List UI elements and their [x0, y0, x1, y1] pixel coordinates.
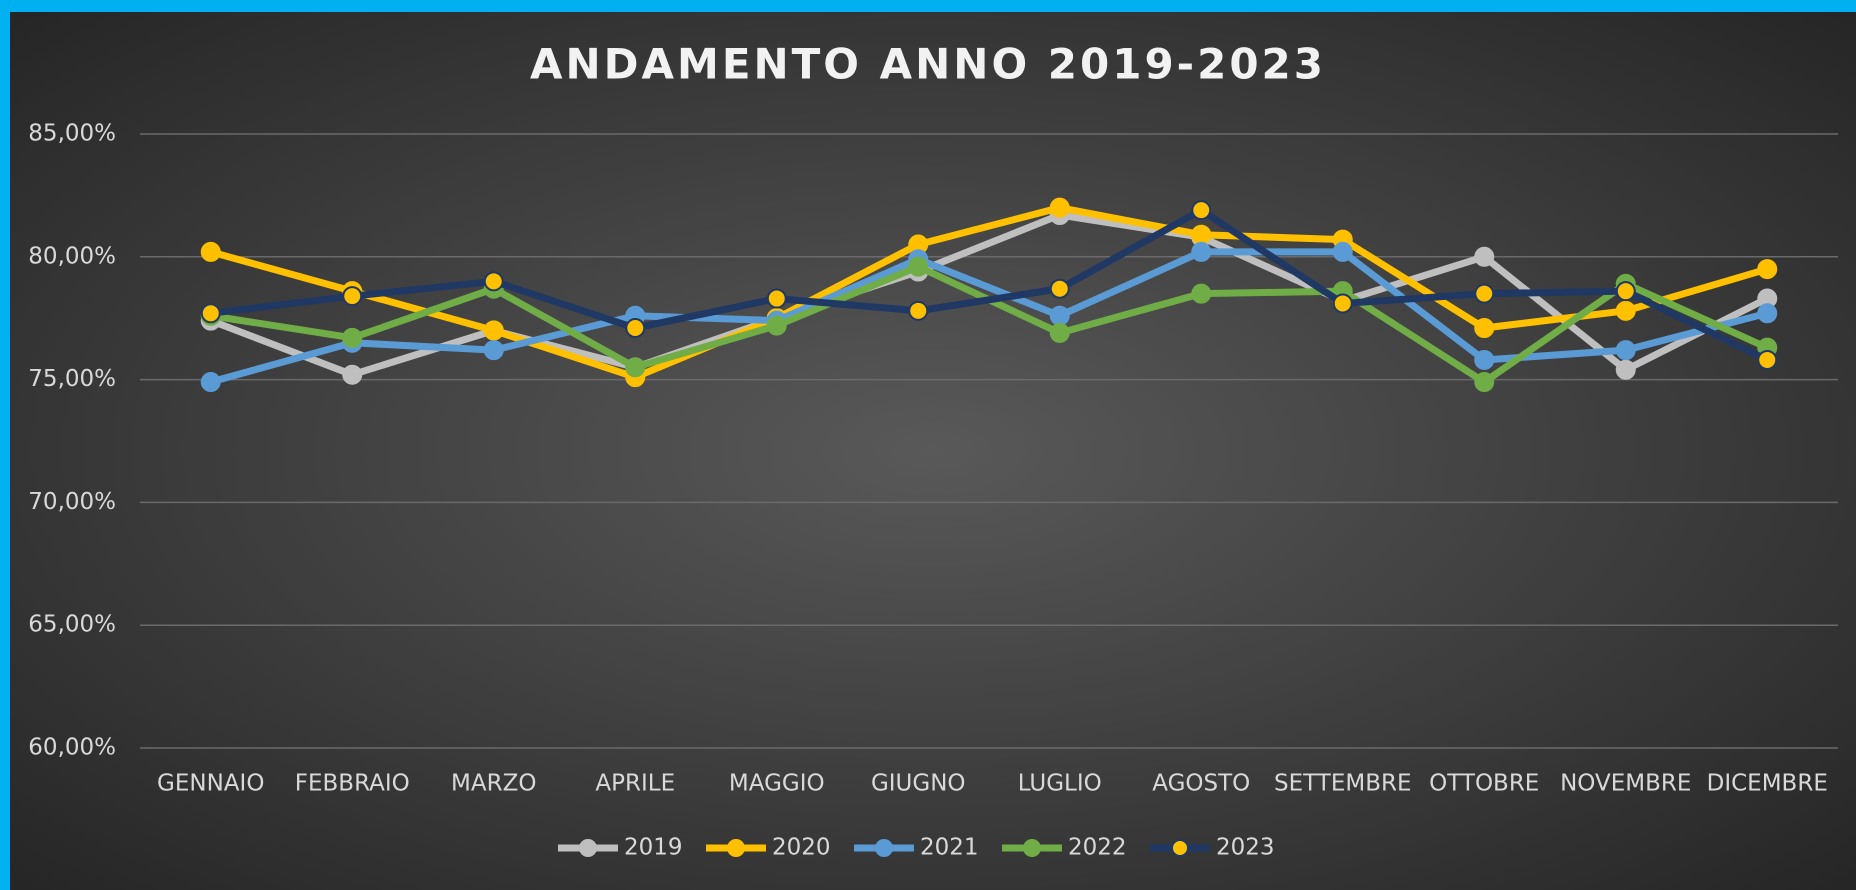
point-marker — [1615, 300, 1636, 321]
point-marker — [1757, 259, 1778, 280]
point-marker — [766, 315, 787, 336]
x-tick-label: LUGLIO — [1018, 771, 1102, 797]
legend-label: 2020 — [772, 835, 831, 861]
x-tick-label: GIUGNO — [871, 771, 966, 797]
x-tick-label: APRILE — [595, 771, 675, 797]
point-marker — [1191, 241, 1212, 262]
legend-marker — [875, 839, 893, 857]
x-tick-label: OTTOBRE — [1429, 771, 1539, 797]
point-marker — [483, 340, 504, 361]
x-tick-label: MARZO — [451, 771, 536, 797]
point-marker — [1332, 241, 1353, 262]
point-marker — [1757, 303, 1778, 324]
point-marker — [1191, 283, 1212, 304]
point-marker — [908, 256, 929, 277]
point-marker — [1049, 197, 1070, 218]
point-marker — [1474, 246, 1495, 267]
legend-label: 2022 — [1068, 835, 1127, 861]
x-tick-label: FEBBRAIO — [295, 771, 410, 797]
legend-marker — [1171, 839, 1189, 857]
x-tick-label: DICEMBRE — [1707, 771, 1828, 797]
point-marker — [1474, 318, 1495, 339]
legend-label: 2023 — [1216, 835, 1275, 861]
point-marker — [200, 372, 221, 393]
point-marker — [1191, 200, 1212, 221]
point-marker — [1615, 340, 1636, 361]
point-marker — [1474, 283, 1495, 304]
x-tick-label: AGOSTO — [1152, 771, 1250, 797]
point-marker — [1615, 281, 1636, 302]
y-tick-label: 85,00% — [28, 121, 116, 147]
point-marker — [1049, 278, 1070, 299]
point-marker — [1049, 305, 1070, 326]
point-marker — [1474, 372, 1495, 393]
point-marker — [766, 288, 787, 309]
x-tick-label: MAGGIO — [729, 771, 825, 797]
series-line — [209, 211, 1769, 379]
y-tick-label: 70,00% — [28, 489, 116, 515]
x-tick-label: NOVEMBRE — [1560, 771, 1691, 797]
series-line — [209, 204, 1769, 381]
point-marker — [625, 318, 646, 339]
y-tick-label: 75,00% — [28, 366, 116, 392]
point-marker — [200, 303, 221, 324]
point-marker — [1332, 293, 1353, 314]
legend-label: 2019 — [624, 835, 683, 861]
point-marker — [1474, 349, 1495, 370]
point-marker — [483, 271, 504, 292]
chart-title: ANDAMENTO ANNO 2019-2023 — [530, 40, 1326, 89]
chart-background — [10, 12, 1856, 890]
point-marker — [483, 320, 504, 341]
y-tick-label: 65,00% — [28, 612, 116, 638]
point-marker — [908, 300, 929, 321]
point-marker — [1615, 359, 1636, 380]
x-tick-label: GENNAIO — [157, 771, 264, 797]
point-marker — [1049, 322, 1070, 343]
point-marker — [625, 357, 646, 378]
point-marker — [342, 364, 363, 385]
point-marker — [200, 241, 221, 262]
legend-marker — [579, 839, 597, 857]
y-tick-label: 80,00% — [28, 243, 116, 269]
legend-marker — [1023, 839, 1041, 857]
point-marker — [342, 327, 363, 348]
series-line — [210, 206, 1769, 364]
x-tick-label: SETTEMBRE — [1274, 771, 1412, 797]
point-marker — [342, 286, 363, 307]
legend-marker — [727, 839, 745, 857]
point-marker — [1191, 224, 1212, 245]
point-marker — [1757, 349, 1778, 370]
y-tick-label: 60,00% — [28, 735, 116, 761]
series-line — [209, 248, 1769, 386]
legend-label: 2021 — [920, 835, 979, 861]
